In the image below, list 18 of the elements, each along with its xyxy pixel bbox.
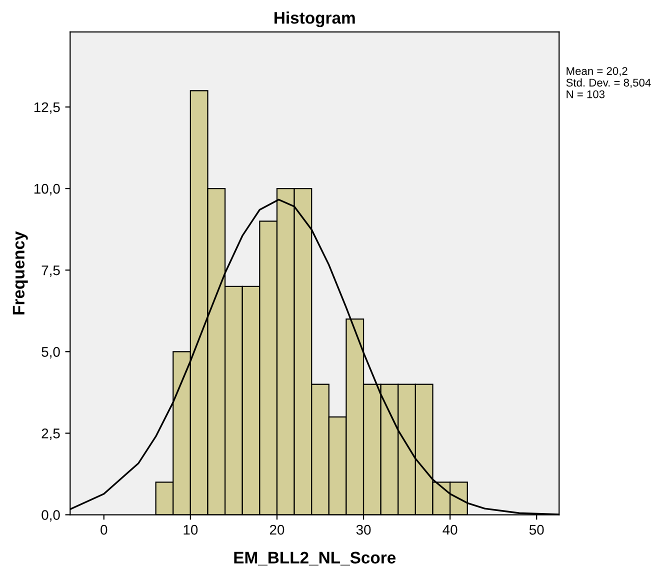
y-tick-label: 7,5 (42, 266, 60, 277)
y-tick-label: 0,0 (42, 510, 60, 522)
x-tick-label: 0 (100, 524, 108, 535)
chart-title: Histogram (274, 12, 355, 28)
x-tick-label: 40 (442, 524, 458, 535)
x-tick-label: 10 (184, 524, 198, 535)
text: Std. Dev. = 8,504 (566, 78, 651, 88)
x-tick-label: 20 (270, 524, 284, 535)
y-tick-label: 12,5 (34, 102, 60, 114)
y-axis-title: Frequency (12, 231, 28, 314)
x-axis-title: EM_BLL2_NL_Score (234, 552, 396, 566)
text: Mean = 20,2 (566, 67, 628, 76)
y-tick-label: 10,0 (34, 184, 60, 196)
x-tick-label: 30 (356, 524, 371, 535)
text: N = 103 (566, 90, 605, 98)
y-tick-label: 5,0 (42, 346, 60, 358)
y-tick-label: 2,5 (42, 428, 60, 440)
x-tick-label: 50 (529, 524, 544, 535)
